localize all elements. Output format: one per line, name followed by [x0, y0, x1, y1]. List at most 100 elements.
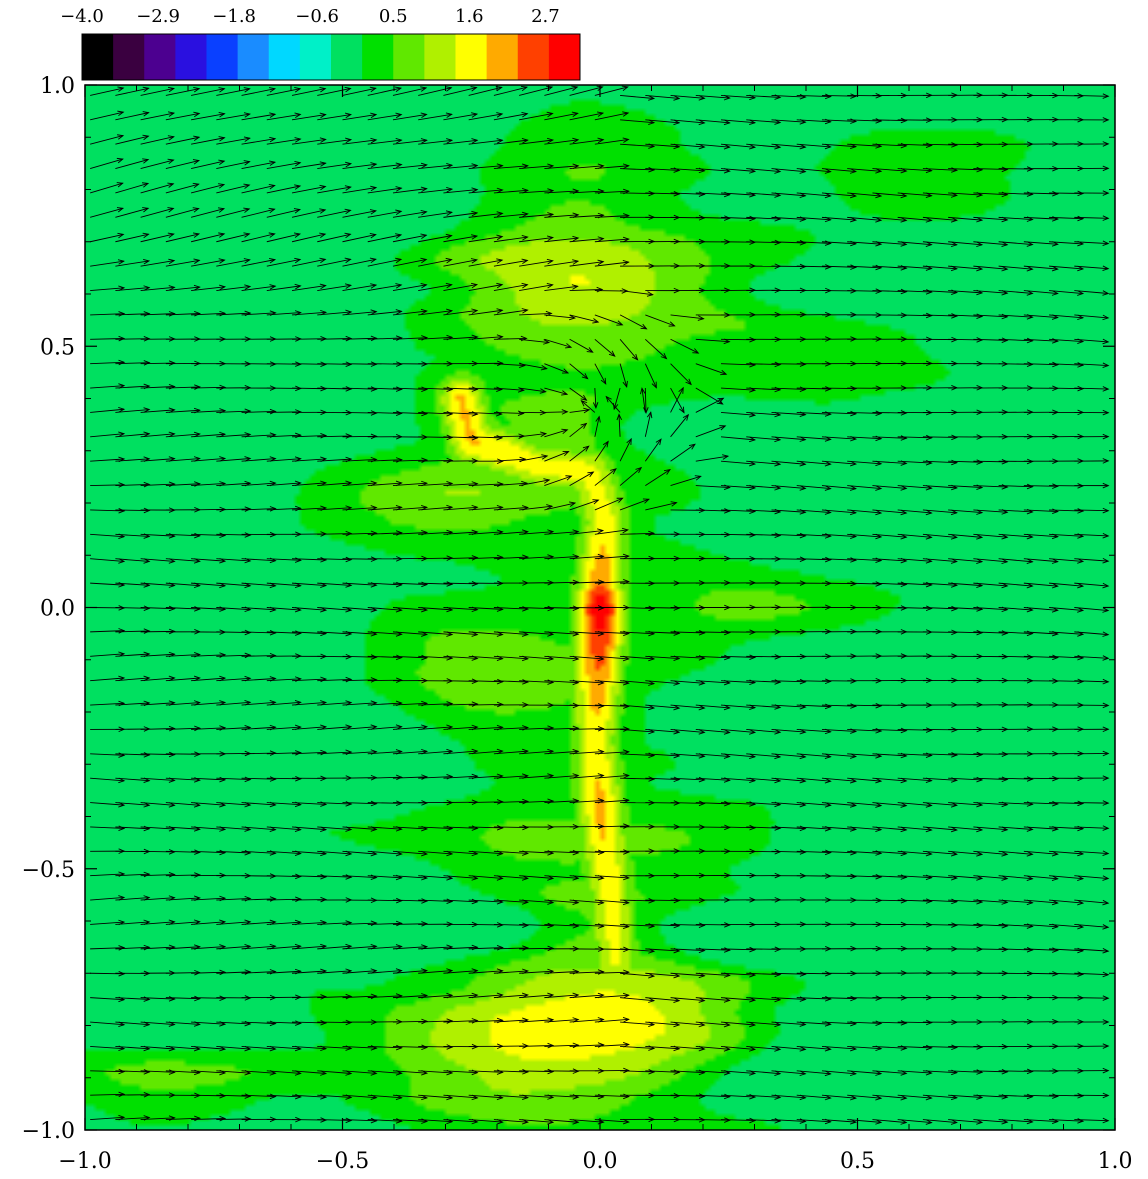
vector-arrowhead	[692, 348, 700, 354]
vector-arrow	[897, 436, 932, 439]
vector-arrowhead	[749, 946, 757, 953]
vector-arrow	[771, 680, 806, 683]
vector-arrowhead	[648, 95, 656, 101]
vector-arrow	[620, 532, 654, 535]
vector-arrow	[90, 135, 124, 145]
vector-arrow	[317, 1045, 352, 1049]
vector-arrow	[216, 1094, 251, 1097]
vector-arrow	[746, 485, 781, 489]
vector-arrow	[973, 314, 1008, 318]
vector-arrow	[342, 114, 377, 121]
vector-arrowhead	[244, 284, 252, 290]
vector-arrowhead	[118, 945, 126, 951]
vector-arrow	[1074, 948, 1109, 952]
vector-arrow	[443, 436, 478, 439]
vector-arrow	[544, 556, 579, 560]
vector-arrowhead	[623, 726, 631, 732]
vector-arrowhead	[547, 212, 555, 218]
vector-arrowhead	[118, 407, 126, 413]
vector-arrow	[644, 412, 652, 437]
vector-arrow	[493, 435, 525, 438]
vector-arrow	[897, 1070, 932, 1074]
vector-arrow	[1049, 924, 1084, 928]
vector-arrow	[847, 143, 882, 147]
vector-arrowhead	[698, 630, 706, 636]
vector-arrowhead	[951, 142, 959, 148]
vector-arrowhead	[597, 259, 605, 266]
vector-arrow	[973, 509, 1008, 513]
vector-arrow	[519, 727, 554, 730]
vector-arrow	[519, 556, 554, 560]
vector-arrow	[796, 509, 831, 514]
vector-arrowhead	[167, 182, 175, 188]
vector-arrow	[266, 88, 301, 96]
vector-arrow	[216, 482, 251, 487]
vector-arrowhead	[925, 826, 933, 833]
vector-arrow	[670, 948, 705, 952]
vector-arrow	[948, 850, 983, 855]
vector-arrow	[544, 1094, 579, 1098]
vector-arrow	[998, 802, 1033, 805]
vector-arrow	[594, 924, 629, 928]
vector-arrowhead	[1001, 534, 1009, 540]
vector-arrowhead	[167, 207, 175, 213]
vector-arrowhead	[370, 137, 378, 144]
vector-arrowhead	[295, 873, 302, 880]
vector-arrow	[720, 192, 755, 196]
vector-arrow	[140, 458, 175, 462]
vector-arrow	[392, 875, 427, 879]
vector-arrow	[115, 607, 150, 609]
vector-arrowhead	[651, 381, 657, 389]
vector-arrowhead	[951, 313, 959, 319]
vector-arrow	[645, 119, 680, 124]
vector-arrow	[216, 1045, 251, 1050]
vector-arrowhead	[875, 873, 883, 880]
vector-arrow	[973, 607, 1008, 611]
vector-arrow	[317, 186, 351, 194]
vector-arrowhead	[586, 347, 594, 353]
vector-arrow	[544, 190, 579, 194]
vector-arrow	[165, 946, 200, 950]
vector-arrowhead	[673, 1069, 681, 1075]
vector-arrowhead	[1102, 995, 1110, 1001]
colorbar-swatch	[299, 34, 332, 80]
vector-arrowhead	[344, 283, 353, 289]
vector-arrowhead	[679, 406, 685, 414]
vector-arrow	[443, 531, 478, 535]
vector-arrow	[216, 921, 251, 925]
vector-arrow	[241, 233, 275, 243]
vector-arrow	[720, 485, 755, 489]
vector-arrow	[569, 165, 604, 170]
vector-arrow	[443, 994, 478, 999]
vector-arrow	[746, 95, 781, 98]
vector-arrow	[493, 556, 528, 560]
x-tick-label: 1.0	[1098, 1149, 1133, 1174]
vector-arrowhead	[698, 1021, 706, 1028]
vector-arrow	[897, 802, 932, 806]
vector-arrow	[519, 284, 553, 291]
vector-arrow	[998, 826, 1033, 830]
vector-arrow	[641, 388, 646, 413]
vector-arrow	[1074, 997, 1109, 999]
vector-arrow	[191, 558, 226, 562]
vector-arrow	[922, 582, 957, 586]
vector-arrowhead	[547, 529, 555, 535]
vector-arrow	[771, 1021, 806, 1026]
vector-arrow	[821, 436, 856, 440]
vector-arrow	[1023, 290, 1058, 294]
vector-arrow	[594, 899, 629, 904]
vector-arrowhead	[395, 112, 403, 119]
vector-arrowhead	[950, 1119, 958, 1125]
vector-arrow	[746, 802, 781, 806]
vector-arrow	[519, 607, 554, 610]
vector-arrow	[342, 139, 377, 145]
vector-arrow	[821, 1070, 856, 1075]
vector-arrow	[90, 558, 125, 562]
vector-arrow	[973, 533, 1008, 538]
vector-arrow	[872, 119, 907, 122]
vector-arrow	[594, 416, 600, 437]
vector-arrow	[90, 87, 124, 96]
vector-arrowhead	[596, 286, 604, 293]
vector-arrowhead	[421, 386, 429, 392]
vector-arrowhead	[587, 471, 595, 478]
